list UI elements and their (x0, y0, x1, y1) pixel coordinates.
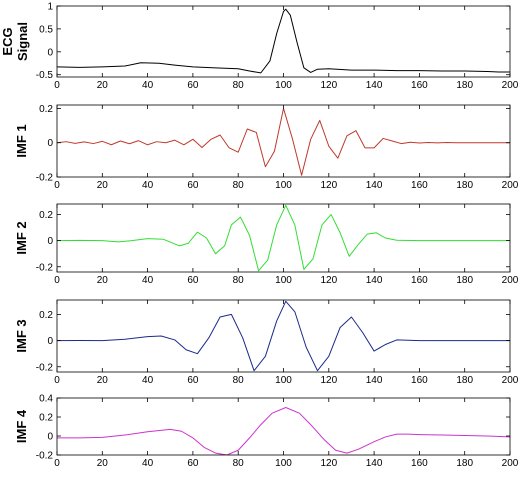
axes-frame (56, 397, 511, 456)
x-tick-label: 140 (366, 180, 383, 191)
x-tick-label: 200 (502, 80, 519, 91)
series-line-2-1 (57, 107, 510, 176)
x-tick-label: 40 (142, 275, 154, 286)
x-tick-label: 120 (320, 275, 337, 286)
x-tick-label: 60 (187, 375, 199, 386)
y-tick-label: 0.2 (39, 104, 53, 115)
series-line-1-1 (57, 8, 510, 74)
x-tick-label: 140 (366, 375, 383, 386)
x-tick-label: 0 (54, 80, 60, 91)
y-tick-label: 0.4 (39, 394, 53, 405)
x-tick-label: 100 (275, 458, 292, 469)
x-tick-label: 180 (456, 275, 473, 286)
x-tick-label: 80 (233, 180, 245, 191)
x-tick-label: 160 (411, 275, 428, 286)
y-tick-label: 0 (47, 236, 53, 247)
x-tick-label: 140 (366, 275, 383, 286)
x-tick-label: 0 (54, 275, 60, 286)
y-tick-label: 0 (47, 47, 53, 58)
axes-frame (56, 203, 511, 273)
x-tick-label: 140 (366, 458, 383, 469)
x-tick-label: 20 (97, 375, 109, 386)
x-tick-label: 60 (187, 458, 199, 469)
x-tick-label: 180 (456, 180, 473, 191)
y-axis-label-line: IMF 2 (14, 221, 29, 254)
y-tick-label: 0 (47, 138, 53, 149)
y-axis-label-line: IMF 4 (14, 409, 29, 443)
y-tick-label: 0.5 (39, 24, 53, 35)
x-tick-label: 100 (275, 180, 292, 191)
x-tick-label: 60 (187, 180, 199, 191)
axes-frame (56, 299, 511, 373)
y-axis-label-line: ECG (0, 27, 15, 55)
x-tick-label: 180 (456, 458, 473, 469)
y-axis-label: ECGSignal (0, 22, 30, 61)
y-axis-label: IMF 4 (14, 409, 29, 443)
y-tick-label: 0.2 (39, 310, 53, 321)
y-axis-label-line: IMF 3 (14, 319, 29, 352)
x-tick-label: 20 (97, 275, 109, 286)
y-axis-label: IMF 1 (14, 124, 29, 157)
y-tick-label: -0.5 (36, 70, 54, 81)
x-tick-label: 100 (275, 80, 292, 91)
x-tick-label: 120 (320, 375, 337, 386)
y-axis-label-line: Signal (15, 22, 30, 61)
x-tick-label: 40 (142, 180, 154, 191)
y-tick-label: 1 (47, 2, 53, 13)
series-line-3-1 (57, 204, 510, 272)
y-axis-label: IMF 2 (14, 221, 29, 254)
y-tick-label: 0.2 (39, 210, 53, 221)
x-tick-label: 40 (142, 375, 154, 386)
y-tick-label: 0 (47, 432, 53, 443)
x-tick-label: 0 (54, 375, 60, 386)
x-tick-label: 80 (233, 275, 245, 286)
x-tick-label: 40 (142, 458, 154, 469)
x-tick-label: 140 (366, 80, 383, 91)
x-tick-label: 60 (187, 275, 199, 286)
panel-5: 0 20 40 60 80 100 120 140 160 180 200-0.200.20.4IM… (14, 394, 519, 470)
x-tick-label: 180 (456, 375, 473, 386)
x-tick-label: 20 (97, 80, 109, 91)
x-tick-label: 200 (502, 458, 519, 469)
y-tick-label: 0 (47, 336, 53, 347)
x-tick-label: 160 (411, 180, 428, 191)
series-line-5-1 (57, 407, 510, 455)
x-tick-label: 100 (275, 375, 292, 386)
x-tick-label: 200 (502, 275, 519, 286)
y-tick-label: -0.2 (36, 262, 54, 273)
y-tick-label: -0.2 (36, 362, 54, 373)
x-tick-label: 20 (97, 458, 109, 469)
x-tick-label: 160 (411, 375, 428, 386)
panel-1: 0 20 40 60 80 100 120 140 160 180 200-0.500.51ECGS… (0, 2, 519, 92)
x-tick-label: 0 (54, 180, 60, 191)
x-tick-label: 120 (320, 458, 337, 469)
x-tick-label: 100 (275, 275, 292, 286)
x-tick-label: 200 (502, 375, 519, 386)
y-axis-label-line: IMF 1 (14, 124, 29, 157)
x-tick-label: 0 (54, 458, 60, 469)
x-tick-label: 200 (502, 180, 519, 191)
axes-frame (56, 104, 511, 178)
x-tick-label: 120 (320, 180, 337, 191)
x-tick-label: 80 (233, 375, 245, 386)
x-tick-label: 160 (411, 80, 428, 91)
x-tick-label: 80 (233, 458, 245, 469)
x-tick-label: 120 (320, 80, 337, 91)
x-tick-label: 20 (97, 180, 109, 191)
y-axis-label: IMF 3 (14, 319, 29, 352)
x-tick-label: 40 (142, 80, 154, 91)
x-tick-label: 180 (456, 80, 473, 91)
y-tick-label: -0.2 (36, 173, 54, 184)
y-tick-label: -0.2 (36, 451, 54, 462)
x-tick-label: 80 (233, 80, 245, 91)
y-tick-label: 0.2 (39, 413, 53, 424)
x-tick-label: 160 (411, 458, 428, 469)
x-tick-label: 60 (187, 80, 199, 91)
series-line-4-1 (57, 300, 510, 372)
